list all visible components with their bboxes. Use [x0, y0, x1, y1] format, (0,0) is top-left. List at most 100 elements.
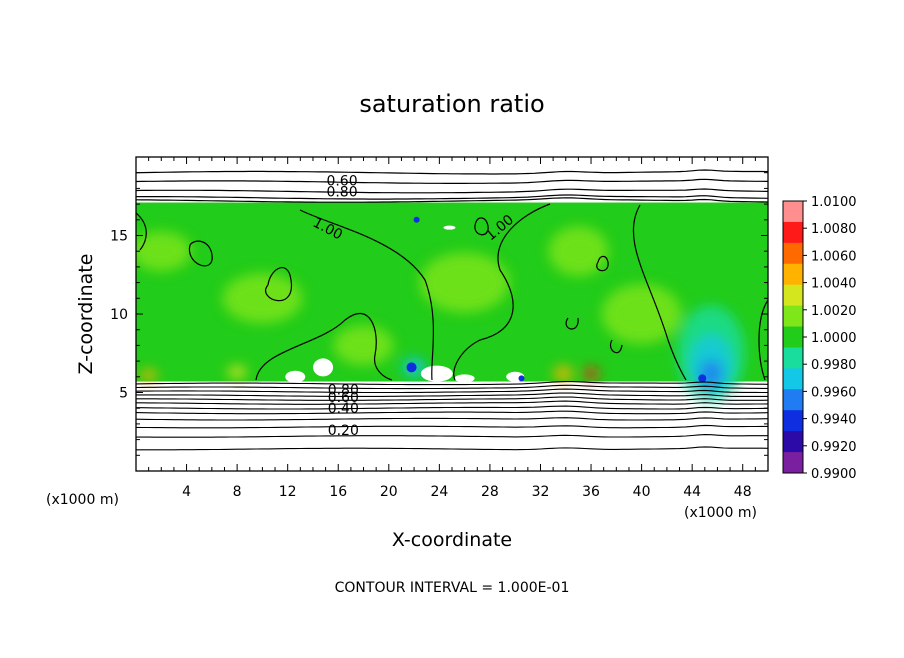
saturation-field	[136, 202, 768, 402]
contour-line-saturation	[632, 204, 687, 381]
colorbar-label: 0.9900	[811, 467, 857, 482]
x-tick-label: 40	[633, 484, 651, 500]
contour-line-upper	[136, 178, 768, 184]
x-unit-label: (x1000 m)	[684, 505, 757, 521]
contour-label: 0.20	[328, 423, 359, 439]
colorbar-label: 0.9920	[811, 440, 857, 455]
subsaturated-spot	[406, 362, 417, 373]
contour-line-saturation	[758, 299, 768, 381]
contour-line-saturation	[565, 317, 579, 330]
contour-line-saturation	[255, 312, 393, 381]
field-blob	[419, 252, 510, 313]
y-tick-label: 15	[110, 229, 128, 245]
contour-line-lower	[136, 405, 768, 410]
colorbar-swatch	[783, 263, 803, 286]
x-tick-label: 32	[532, 484, 550, 500]
colorbar-label: 0.9960	[811, 385, 857, 400]
colorbar-swatch	[783, 347, 803, 369]
contour-line-upper	[136, 197, 768, 203]
colorbar-swatch	[783, 326, 803, 348]
x-tick-label: 44	[683, 484, 701, 500]
colorbar: 1.0100 1.0080 1.0060 1.0040 1.0020 1.0000 0.99…	[782, 195, 857, 482]
x-tick-label: 36	[582, 484, 600, 500]
colorbar-label: 1.0060	[811, 249, 857, 264]
x-tick-label: 24	[430, 484, 448, 500]
field-blob	[583, 367, 600, 380]
colorbar-label: 1.0100	[811, 195, 857, 210]
contour-line-lower	[136, 400, 768, 405]
contour-interval-note: CONTOUR INTERVAL = 1.000E-01	[335, 580, 570, 596]
contour-line-saturation	[188, 240, 213, 267]
contour-line-lower	[136, 446, 768, 451]
colorbar-swatch	[783, 431, 803, 453]
colorbar-swatch	[783, 305, 803, 328]
x-axis-ticks: 4 8 12 16 20 24 28 32 36 40 44 48	[148, 157, 756, 500]
colorbar-swatch	[783, 221, 803, 244]
contour-line-upper	[136, 194, 768, 200]
colorbar-label: 0.9940	[811, 413, 857, 428]
field-blob	[227, 365, 248, 380]
unsaturated-patch	[454, 374, 475, 383]
x-tick-label: 8	[233, 484, 242, 500]
unsaturated-patch	[313, 358, 334, 377]
contour-line-saturation	[610, 339, 623, 354]
contour-line-saturation	[136, 212, 147, 251]
x-tick-label: 28	[481, 484, 499, 500]
contour-line-saturation	[474, 217, 489, 236]
field-blob	[222, 273, 303, 324]
contour-label: 0.80	[328, 382, 359, 398]
contour-line-upper	[136, 188, 768, 194]
contour-label: 0.60	[326, 174, 357, 190]
contour-label: 0.80	[326, 185, 357, 201]
contour-lines	[136, 169, 768, 451]
field-variations	[136, 226, 746, 402]
contour-line-upper	[136, 169, 768, 175]
subsaturated-spot	[413, 216, 420, 223]
x-axis-label: X-coordinate	[392, 529, 512, 551]
contour-label: 0.40	[328, 401, 359, 417]
plot-area: 0.600.800.800.600.400.201.00 1.00 4 8 12 16 2…	[110, 156, 769, 500]
unsaturated-patch	[420, 365, 453, 382]
field-blob	[136, 231, 192, 272]
colorbar-swatch	[783, 368, 803, 390]
subsaturated-spot	[698, 374, 707, 383]
colorbar-swatch	[783, 201, 803, 223]
contour-line-lower	[136, 384, 768, 390]
colorbar-label: 1.0000	[811, 331, 857, 346]
subsaturated-spot	[518, 375, 525, 382]
contour-line-lower	[136, 396, 768, 401]
y-tick-label: 10	[110, 307, 128, 323]
unsaturated-patch	[443, 225, 456, 230]
contour-line-lower	[136, 388, 768, 394]
x-tick-label: 20	[380, 484, 398, 500]
x-tick-label: 16	[329, 484, 347, 500]
colorbar-label: 1.0040	[811, 277, 857, 292]
contour-line-saturation	[453, 203, 551, 381]
contour-labels: 0.600.800.800.600.400.201.00 1.00	[310, 174, 517, 440]
contour-line-lower	[136, 417, 768, 421]
colorbar-swatch	[783, 410, 803, 432]
field-blob	[548, 226, 609, 277]
z-unit-label: (x1000 m)	[46, 492, 119, 508]
y-axis-ticks: 5 10 15	[110, 172, 768, 456]
y-tick-label: 5	[119, 386, 128, 402]
x-tick-label: 4	[182, 484, 191, 500]
colorbar-swatch	[783, 242, 803, 265]
colorbar-label: 1.0020	[811, 304, 857, 319]
contour-line-lower	[136, 381, 768, 386]
colorbar-label: 0.9980	[811, 358, 857, 373]
contour-line-lower	[136, 392, 768, 397]
unsaturated-patch	[285, 370, 306, 383]
field-blob	[333, 325, 394, 366]
contour-line-saturation	[596, 255, 609, 272]
colorbar-swatch	[783, 389, 803, 411]
chart-title: saturation ratio	[359, 90, 544, 118]
y-axis-label: Z-coordinate	[75, 254, 97, 375]
contour-line-lower	[136, 410, 768, 415]
field-blob	[139, 369, 158, 382]
colorbar-swatch	[783, 452, 803, 474]
field-blob	[601, 284, 682, 344]
contour-line-saturation	[265, 267, 293, 302]
contour-label: 0.60	[328, 390, 359, 406]
